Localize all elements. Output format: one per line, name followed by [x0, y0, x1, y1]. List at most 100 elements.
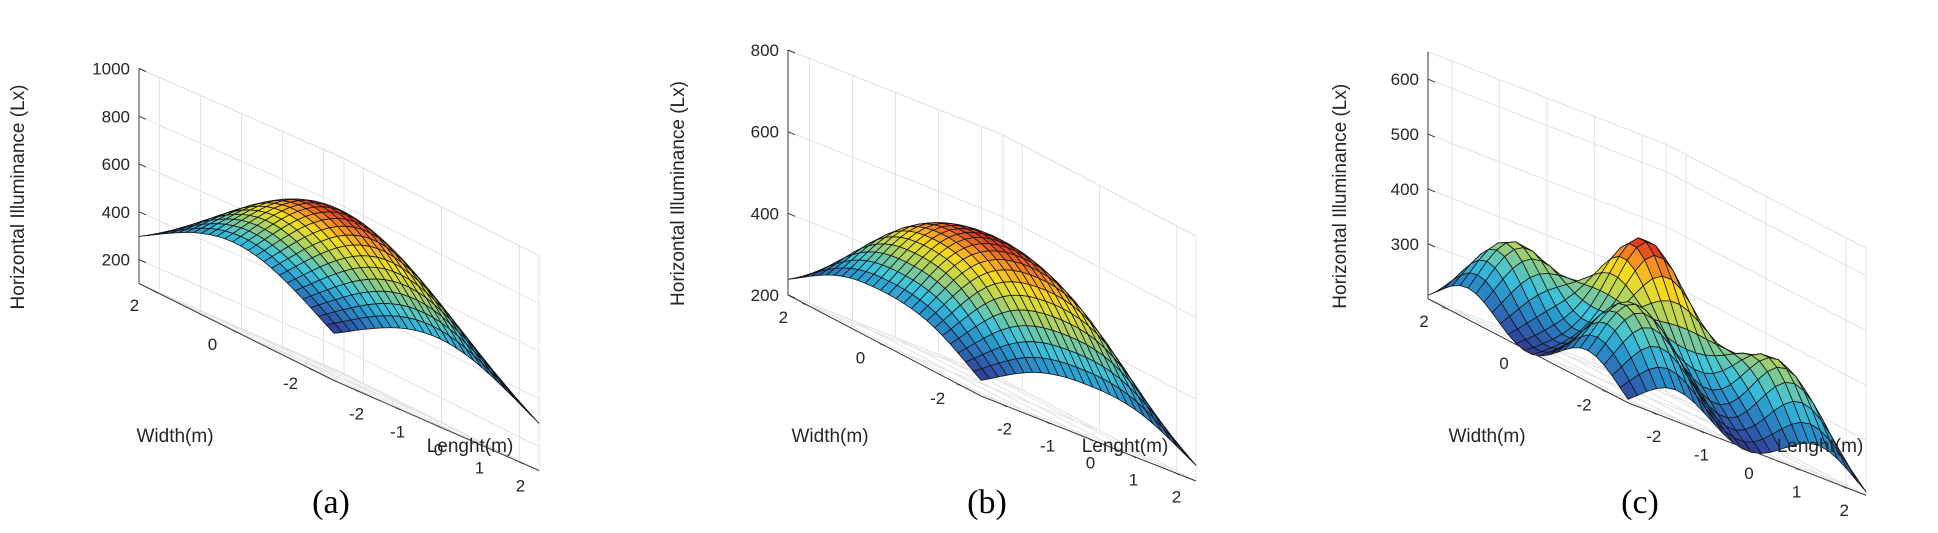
z-tick-mark [138, 68, 147, 72]
z-tick-label: 200 [102, 251, 130, 270]
z-tick-mark [1427, 78, 1436, 83]
z-tick-mark [138, 211, 147, 216]
illuminance-surface [787, 222, 1197, 466]
grid-line [1607, 391, 1847, 486]
z-tick-label: 800 [751, 41, 779, 60]
x-tick-label: -1 [390, 423, 405, 442]
y-tick-label: 2 [130, 296, 139, 315]
x-tick-mark [1088, 438, 1094, 442]
y-tick-mark [1522, 348, 1529, 352]
y-tick-mark [153, 290, 159, 294]
y-axis-label: Width(m) [136, 426, 213, 447]
x-tick-label: 0 [434, 441, 443, 460]
illuminance-surface [138, 198, 540, 424]
z-tick-label: 400 [751, 204, 779, 223]
axes: -2 -1 0 1 2 -2 0 2 200 400 600 800 1000 Horizontal Il… [8, 60, 540, 496]
x-tick-mark [1045, 421, 1051, 425]
z-tick-mark [787, 294, 796, 299]
x-tick-mark [518, 461, 524, 465]
grid-line [884, 345, 1100, 431]
y-tick-mark [1442, 306, 1449, 310]
x-tick-mark [1746, 448, 1753, 452]
grid-line [961, 385, 1177, 472]
z-axis-label: Horizontal Illuminance (Lx) [1330, 84, 1351, 309]
y-axis-label: Width(m) [791, 426, 868, 447]
surface-cell [972, 368, 990, 381]
x-tick-mark [477, 443, 483, 447]
x-tick-label: -1 [1040, 437, 1055, 456]
y-tick-label: 2 [779, 308, 788, 327]
z-tick-label: 600 [1391, 70, 1419, 89]
x-tick-mark [1794, 467, 1800, 471]
z-tick-mark [138, 259, 147, 264]
z-tick-mark [1427, 188, 1436, 193]
panel-caption: (a) [312, 484, 350, 521]
illuminance-surface [1427, 237, 1867, 493]
z-tick-mark [787, 49, 796, 54]
z-tick-label: 400 [102, 203, 130, 222]
x-tick-mark [354, 389, 360, 393]
z-tick-label: 200 [751, 286, 779, 305]
x-tick-mark [1174, 472, 1180, 476]
x-axis-label: Lenght(m) [1082, 436, 1169, 457]
panel-caption: (c) [1621, 484, 1659, 521]
x-tick-mark [436, 425, 442, 429]
x-tick-mark [395, 407, 401, 411]
surface-cell [1619, 380, 1638, 400]
z-tick-label: 800 [102, 107, 130, 126]
surface-cell [325, 322, 343, 334]
x-tick-label: 1 [1129, 471, 1138, 490]
y-tick-label: 2 [1419, 312, 1428, 331]
x-axis-label: Lenght(m) [427, 436, 514, 457]
y-tick-label: -2 [283, 374, 298, 393]
surface-plot-a: -2 -1 0 1 2 -2 0 2 200 400 600 800 1000 Horizontal Il… [8, 60, 540, 521]
x-tick-mark [1699, 430, 1705, 434]
axes: -2 -1 0 1 2 -2 0 2 300 400 500 600 Horizontal Illumi… [1330, 51, 1867, 520]
grid-line [236, 331, 442, 423]
x-tick-label: 2 [516, 477, 525, 496]
z-tick-mark [138, 115, 147, 120]
grid-line [158, 292, 364, 384]
x-tick-label: 1 [1792, 483, 1801, 502]
y-tick-mark [231, 329, 237, 333]
x-tick-mark [1841, 485, 1848, 489]
y-axis-label: Width(m) [1448, 426, 1525, 447]
surface-plot-c: -2 -1 0 1 2 -2 0 2 300 400 500 600 Horizontal Illumi… [1330, 51, 1867, 521]
y-tick-mark [879, 342, 885, 346]
z-tick-label: 400 [1391, 180, 1419, 199]
y-tick-mark [309, 368, 315, 372]
y-tick-label: -2 [1576, 395, 1591, 414]
x-tick-label: 0 [1744, 464, 1753, 483]
z-tick-label: 600 [751, 123, 779, 142]
y-tick-label: 0 [856, 349, 865, 368]
grid-line [314, 370, 520, 462]
z-axis-label: Horizontal Illuminance (Lx) [668, 81, 689, 306]
y-tick-mark [1602, 389, 1609, 393]
z-tick-mark [787, 212, 796, 217]
y-tick-label: 0 [208, 335, 217, 354]
y-tick-mark [801, 302, 808, 306]
y-tick-label: 0 [1499, 354, 1508, 373]
x-tick-mark [1002, 404, 1008, 408]
x-tick-label: -1 [1694, 446, 1709, 465]
panel-caption: (b) [967, 484, 1007, 521]
x-tick-label: -2 [349, 405, 364, 424]
x-axis-label: Lenght(m) [1777, 436, 1864, 457]
z-axis-label: Horizontal Illuminance (Lx) [8, 85, 29, 310]
x-tick-mark [1651, 411, 1657, 415]
z-tick-label: 500 [1391, 125, 1419, 144]
x-tick-label: 2 [1172, 488, 1181, 507]
z-tick-mark [787, 131, 796, 136]
x-tick-label: 2 [1839, 501, 1848, 520]
x-tick-label: -2 [997, 420, 1012, 439]
z-tick-label: 1000 [92, 60, 130, 79]
z-tick-label: 600 [102, 155, 130, 174]
z-tick-mark [1427, 133, 1436, 138]
x-tick-label: 0 [1086, 454, 1095, 473]
x-tick-label: 1 [475, 459, 484, 478]
z-tick-label: 300 [1391, 235, 1419, 254]
z-tick-mark [138, 163, 147, 168]
